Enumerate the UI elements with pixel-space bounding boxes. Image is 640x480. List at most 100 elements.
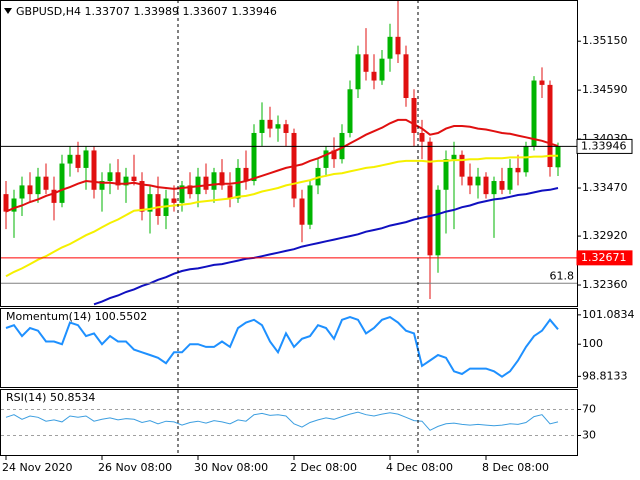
- y-tick-label: 30: [582, 429, 596, 442]
- price-box: [576, 250, 633, 266]
- candle-body: [475, 176, 481, 186]
- moving-average: [5, 118, 559, 213]
- momentum-title: Momentum(14) 100.5502: [6, 310, 147, 323]
- y-tick-label: 98.8133: [582, 369, 628, 382]
- candle-body: [139, 181, 145, 212]
- candle-body: [331, 150, 337, 160]
- candle-body: [355, 54, 361, 90]
- x-tick-label: 30 Nov 08:00: [194, 461, 268, 474]
- candle-body: [523, 146, 529, 173]
- x-tick-label: 4 Dec 08:00: [386, 461, 453, 474]
- candle-body: [547, 84, 553, 168]
- candle-body: [67, 154, 73, 164]
- candle-body: [155, 194, 161, 216]
- rsi-pane-frame: [0, 389, 578, 456]
- candle-body: [299, 198, 305, 225]
- candle-body: [515, 167, 521, 173]
- candle-body: [123, 176, 129, 186]
- marks: [1, 0, 577, 436]
- candle-body: [459, 154, 465, 177]
- candle-body: [203, 176, 209, 190]
- y-tick-label: 1.34590: [582, 83, 628, 96]
- moving-average: [93, 187, 559, 306]
- candle-body: [115, 172, 121, 186]
- candle-body: [3, 194, 9, 212]
- y-tick-label: 1.33470: [582, 181, 628, 194]
- fib-label: 61.8: [550, 269, 575, 282]
- candle-body: [179, 185, 185, 203]
- candle-body: [443, 159, 449, 190]
- candle-body: [507, 167, 513, 190]
- candle-body: [275, 124, 281, 129]
- candle-body: [219, 172, 225, 186]
- candle-body: [211, 172, 217, 190]
- candle-body: [107, 172, 113, 182]
- x-tick-label: 8 Dec 08:00: [482, 461, 549, 474]
- y-tick-label: 100: [582, 337, 603, 350]
- price-box: [576, 138, 633, 154]
- candle-body: [555, 146, 561, 168]
- candle-body: [171, 198, 177, 203]
- candle-body: [451, 154, 457, 160]
- momentum-pane-frame: [0, 308, 578, 388]
- candle-body: [131, 176, 137, 182]
- price-box-label: 1.32671: [581, 251, 627, 264]
- candle-body: [427, 141, 433, 256]
- candle-body: [35, 176, 41, 195]
- candle-body: [539, 80, 545, 85]
- candle-body: [467, 176, 473, 186]
- candle-body: [43, 176, 49, 190]
- chart-title: GBPUSD,H4 1.33707 1.33989 1.33607 1.3394…: [16, 5, 277, 18]
- candle-body: [91, 150, 97, 190]
- candle-body: [251, 132, 257, 182]
- candle-body: [323, 150, 329, 168]
- candle-body: [419, 132, 425, 142]
- moving-average: [5, 154, 558, 278]
- candle-body: [83, 150, 89, 168]
- price-box-label: 1.33946: [581, 139, 627, 152]
- candle-body: [99, 181, 105, 190]
- x-tick-label: 24 Nov 2020: [2, 461, 72, 474]
- y-tick-label: 1.32360: [582, 278, 628, 291]
- indicator-line: [5, 411, 559, 431]
- candle-body: [531, 80, 537, 147]
- candle-body: [51, 189, 57, 203]
- candle-body: [371, 71, 377, 81]
- candle-body: [11, 198, 17, 212]
- candle-body: [227, 185, 233, 199]
- title-arrow: [4, 8, 12, 14]
- candle-body: [347, 89, 353, 133]
- candle-body: [259, 119, 265, 133]
- candle-body: [19, 185, 25, 199]
- indicator-line: [5, 315, 559, 378]
- candle-body: [411, 98, 417, 133]
- candle-body: [307, 185, 313, 225]
- candle-body: [491, 181, 497, 195]
- y-tick-label: 1.32920: [582, 229, 628, 242]
- rsi-title: RSI(14) 50.8534: [6, 391, 95, 404]
- candle-body: [499, 181, 505, 190]
- candle-body: [483, 176, 489, 195]
- x-tick-label: 2 Dec 08:00: [290, 461, 357, 474]
- candle-body: [379, 58, 385, 81]
- candle-body: [147, 194, 153, 212]
- y-tick-label: 101.0834: [582, 308, 635, 321]
- y-tick-label: 1.35150: [582, 34, 628, 47]
- candle-body: [187, 185, 193, 195]
- candle-body: [243, 167, 249, 182]
- candle-body: [75, 154, 81, 168]
- candle-body: [283, 124, 289, 133]
- candle-body: [59, 163, 65, 203]
- candle-body: [363, 54, 369, 72]
- candle-body: [387, 36, 393, 59]
- x-tick-label: 26 Nov 08:00: [98, 461, 172, 474]
- candle-body: [27, 185, 33, 195]
- candle-body: [395, 36, 401, 55]
- candle-body: [403, 54, 409, 99]
- y-tick-label: 70: [582, 403, 596, 416]
- candle-body: [435, 189, 441, 256]
- candle-body: [267, 119, 273, 129]
